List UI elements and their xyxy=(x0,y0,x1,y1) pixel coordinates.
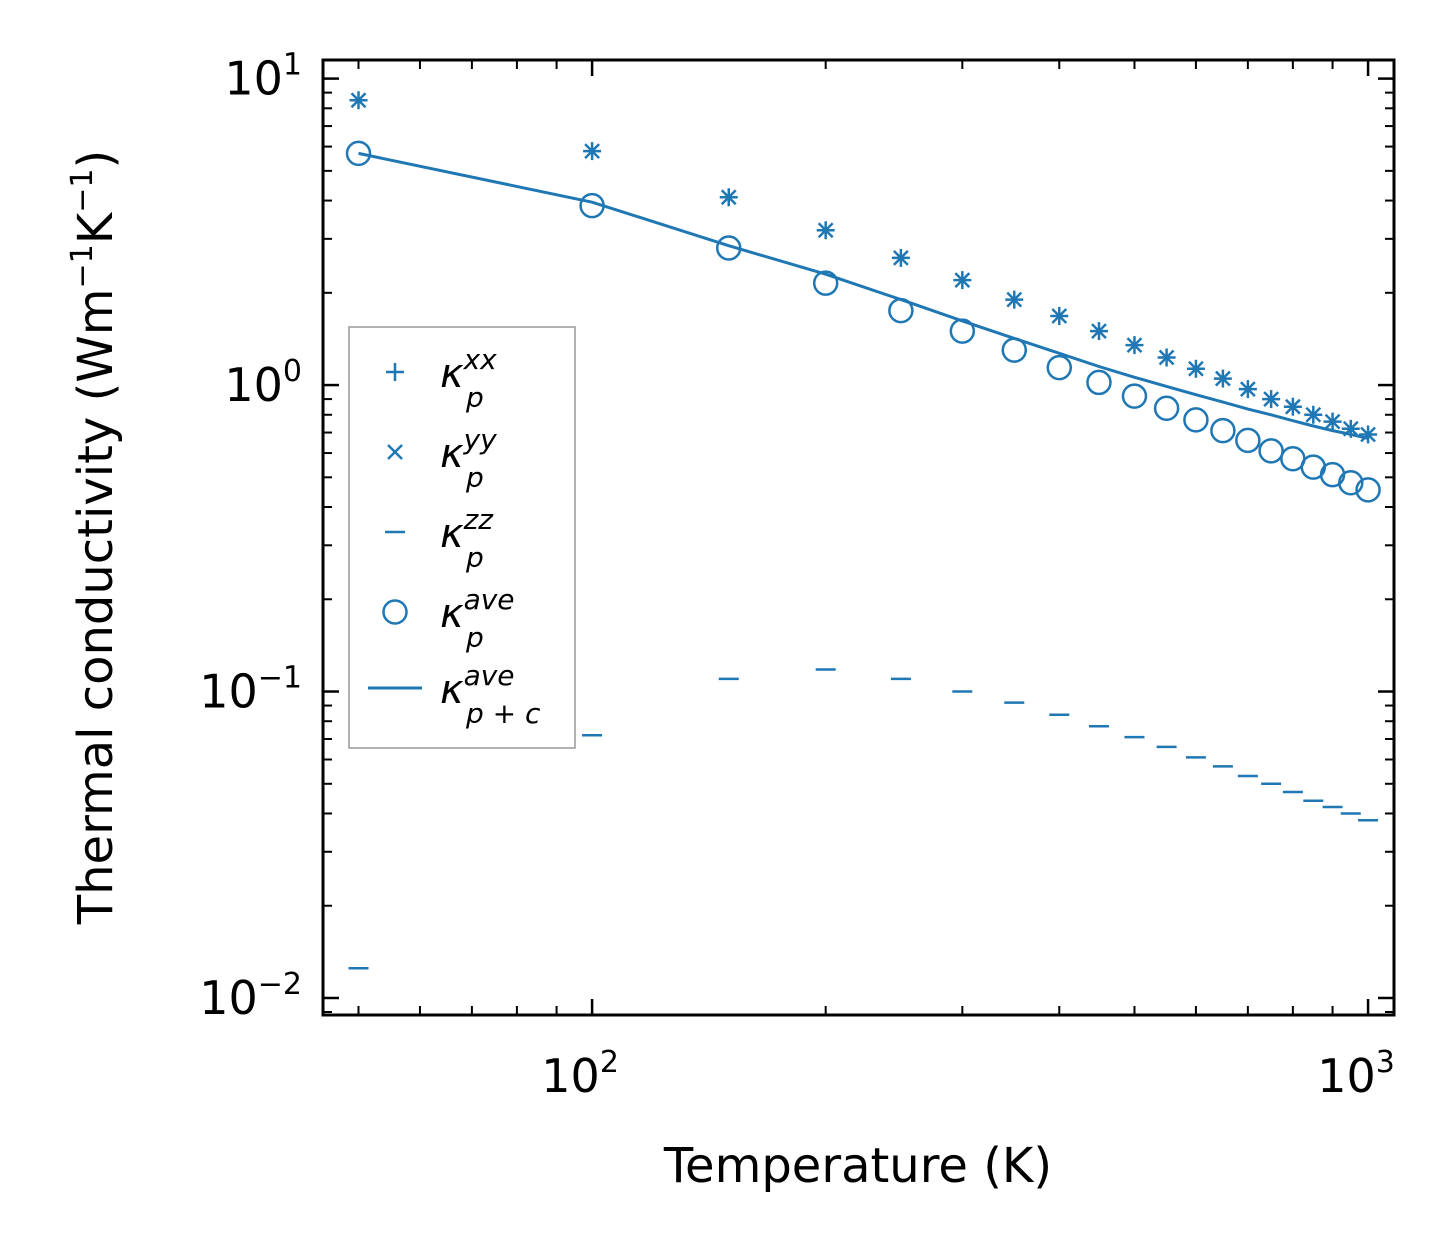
legend-marker-circle xyxy=(382,599,408,625)
series-layer xyxy=(345,91,1381,970)
y-tick-label: 100 xyxy=(224,354,302,412)
point-kyy xyxy=(1158,349,1175,366)
point-kyy xyxy=(1006,291,1023,308)
y-axis-title-k: K xyxy=(68,211,124,244)
point-kave xyxy=(1183,407,1209,433)
y-axis-title-exp1: −1 xyxy=(65,244,100,288)
point-kave xyxy=(1319,461,1346,488)
point-kyy xyxy=(1051,308,1068,324)
point-kyy xyxy=(720,189,737,206)
series-kpc xyxy=(358,151,1369,440)
point-kyy xyxy=(1324,413,1341,430)
point-kyy xyxy=(584,143,600,159)
point-kyy xyxy=(1263,391,1279,407)
point-kyy xyxy=(1305,406,1322,423)
y-tick-label: 10−1 xyxy=(199,661,302,719)
point-kyy xyxy=(893,250,909,266)
legend-label-kxx: κxx p xyxy=(440,343,497,414)
series-kave xyxy=(345,140,1381,503)
point-kave xyxy=(812,270,839,296)
point-kyy xyxy=(1188,360,1204,377)
x-tick-labels: 102 103 xyxy=(541,1045,1395,1103)
point-kave xyxy=(1086,369,1112,396)
x-tick-label: 102 xyxy=(541,1045,619,1103)
point-kave xyxy=(1121,383,1148,409)
y-tick-label: 101 xyxy=(224,48,302,106)
legend-markers xyxy=(368,363,422,690)
legend: κxx p κyy p κzz p κave p κave p + c xyxy=(348,326,576,749)
point-kyy xyxy=(1126,337,1143,354)
point-kyy xyxy=(1239,381,1256,398)
point-kave xyxy=(1153,395,1180,422)
legend-marker-plus xyxy=(386,363,404,381)
legend-marker-x xyxy=(387,444,403,460)
point-kyy xyxy=(1215,370,1231,387)
plot-area-frame xyxy=(321,58,1396,1017)
legend-label-kave: κave p xyxy=(440,583,515,654)
point-kyy xyxy=(1091,323,1107,339)
y-axis-title-close: ) xyxy=(68,150,124,169)
line-kpc xyxy=(358,151,1369,440)
point-kyy xyxy=(954,272,971,289)
point-kave xyxy=(1235,427,1261,454)
point-kave xyxy=(345,140,372,167)
legend-frame xyxy=(348,326,576,749)
point-kave xyxy=(1046,354,1073,381)
point-kyy xyxy=(350,92,367,109)
y-axis-title-exp2: −1 xyxy=(65,169,100,213)
major-ticks xyxy=(323,60,1394,1015)
y-axis-title: Thermal conductivity (Wm−1K−1) xyxy=(65,150,124,925)
series-kzz xyxy=(348,668,1379,970)
legend-label-kzz: κzz p xyxy=(440,503,494,574)
legend-label-kyy: κyy p xyxy=(440,423,497,494)
minor-ticks xyxy=(323,60,1394,1015)
point-kave xyxy=(1338,470,1364,496)
y-tick-labels: 10−2 10−1 100 101 xyxy=(199,48,302,1025)
point-kave xyxy=(1210,417,1236,444)
point-kave xyxy=(1258,438,1284,464)
point-kyy xyxy=(1360,426,1376,443)
x-tick-label: 103 xyxy=(1317,1045,1395,1103)
point-kyy xyxy=(817,222,834,239)
point-kyy xyxy=(1284,398,1301,415)
series-kyy xyxy=(350,92,1376,443)
y-tick-label: 10−2 xyxy=(199,967,302,1025)
y-axis-title-main: Thermal conductivity (Wm xyxy=(68,288,124,925)
point-kave xyxy=(1355,477,1381,503)
legend-label-kpc: κave p + c xyxy=(440,659,541,730)
x-axis-title: Temperature (K) xyxy=(663,1138,1052,1194)
